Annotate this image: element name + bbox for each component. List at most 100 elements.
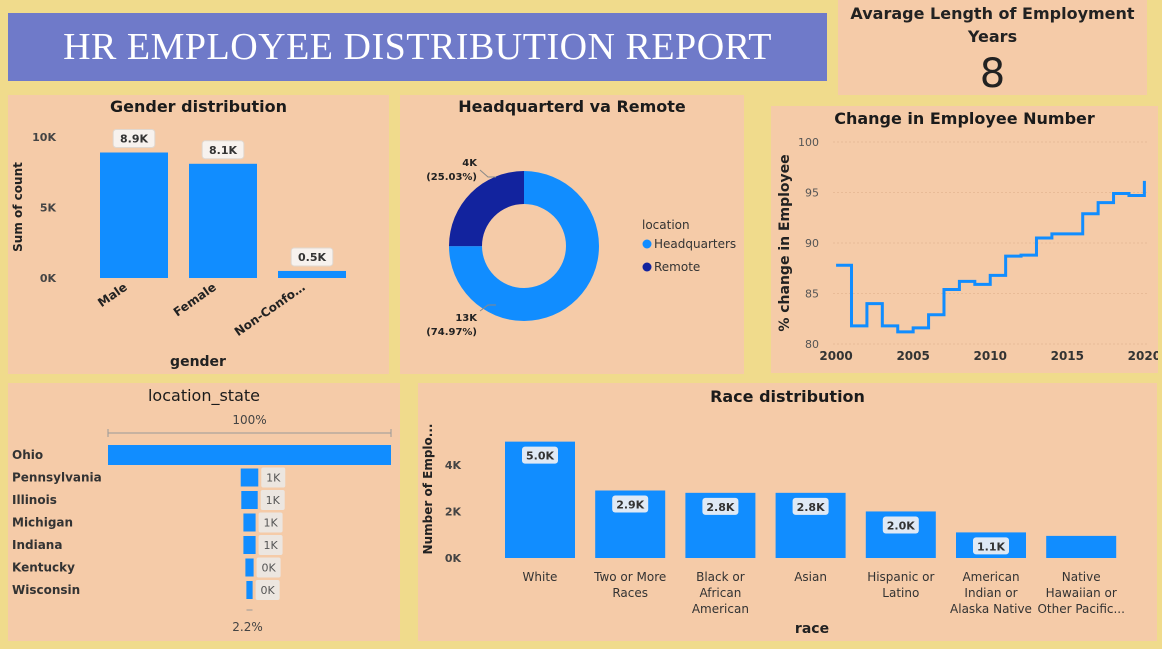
x-tick-label: White bbox=[523, 570, 558, 584]
kpi-label: Avarage Length of Employment Years bbox=[850, 4, 1135, 46]
data-label: 8.9K bbox=[120, 133, 148, 146]
donut-slice bbox=[449, 171, 599, 321]
category-label: Wisconsin bbox=[12, 583, 80, 597]
data-label-bg bbox=[112, 129, 156, 149]
data-label: 1K bbox=[266, 494, 281, 507]
chart-title: Headquarterd va Remote bbox=[458, 97, 686, 116]
data-label: 1K bbox=[263, 517, 278, 530]
data-label: (25.03%) bbox=[426, 172, 477, 183]
data-label: 2.9K bbox=[616, 499, 644, 512]
data-label-bg bbox=[260, 490, 285, 510]
data-label: (74.97%) bbox=[426, 327, 477, 338]
gender-chart-panel[interactable]: Gender distribution 0K 5K 10K 8.9K Male 8.1K F… bbox=[8, 95, 389, 374]
data-label: 8.1K bbox=[209, 144, 237, 157]
percent-label-bottom: 2.2% bbox=[232, 620, 263, 634]
category-label: Ohio bbox=[12, 448, 43, 462]
y-tick-label: 4K bbox=[445, 459, 462, 472]
x-axis-title: gender bbox=[170, 354, 226, 370]
data-label: 5.0K bbox=[526, 450, 554, 463]
y-axis-title: Sum of count bbox=[11, 162, 25, 252]
x-tick-label: Hispanic or bbox=[867, 570, 934, 584]
y-tick-label: 10K bbox=[32, 131, 56, 144]
data-label-bg bbox=[973, 537, 1009, 555]
leader-line bbox=[479, 169, 496, 178]
y-tick-label: 100 bbox=[798, 136, 819, 149]
x-axis-title: race bbox=[795, 621, 829, 637]
x-tick-label: Non-Confo… bbox=[232, 280, 308, 339]
funnel-bar bbox=[245, 558, 254, 577]
data-label-bg bbox=[522, 446, 558, 464]
category-label: Pennsylvania bbox=[12, 471, 102, 485]
y-tick-label: 80 bbox=[805, 338, 819, 351]
kpi-card[interactable]: Avarage Length of Employment Years 8 bbox=[838, 0, 1147, 97]
race-chart-panel[interactable]: Race distribution 0K 2K 4K 5.0K White 2.9K Two… bbox=[418, 383, 1157, 641]
bar bbox=[100, 152, 168, 278]
y-tick-label: 95 bbox=[805, 187, 819, 200]
race-chart: 0K 2K 4K 5.0K White 2.9K Two or More Races 2.8K B… bbox=[421, 424, 1125, 637]
x-tick-label: Hawaiian or bbox=[1046, 586, 1117, 600]
series-line bbox=[836, 180, 1146, 334]
state-funnel-chart: 100% Ohio Pennsylvania 1K Illinois 1K Michigan… bbox=[12, 413, 392, 634]
funnel-bar bbox=[108, 445, 391, 465]
location-donut-chart: 4K (25.03%) 13K (74.97%) location Headquarter… bbox=[426, 158, 736, 338]
data-label: 4K bbox=[462, 158, 478, 169]
x-tick-label: 2010 bbox=[974, 349, 1007, 363]
data-label-bg bbox=[258, 512, 283, 533]
x-tick-label: Asian bbox=[794, 570, 827, 584]
data-label: 1K bbox=[263, 539, 278, 552]
x-tick-label: Alaska Native bbox=[950, 602, 1032, 616]
x-tick-label: 2020 bbox=[1128, 349, 1158, 363]
chart-title: Change in Employee Number bbox=[834, 109, 1095, 128]
state-chart-panel[interactable]: location_state 100% Ohio Pennsylvania 1K Ill… bbox=[8, 383, 400, 641]
data-label-bg bbox=[882, 516, 919, 534]
legend-marker bbox=[642, 262, 652, 272]
y-tick-label: 0K bbox=[40, 272, 57, 285]
x-tick-label: Latino bbox=[882, 586, 919, 600]
bar bbox=[189, 163, 257, 278]
data-label: 2.8K bbox=[706, 501, 734, 514]
x-tick-label: Native bbox=[1062, 570, 1101, 584]
data-label: 0K bbox=[261, 584, 276, 597]
x-tick-label: Races bbox=[612, 586, 648, 600]
y-tick-label: 0K bbox=[445, 552, 462, 565]
bar bbox=[1046, 535, 1117, 558]
bar bbox=[278, 270, 346, 278]
data-label-bg bbox=[261, 467, 286, 488]
y-tick-label: 85 bbox=[805, 288, 819, 301]
category-label: Michigan bbox=[12, 516, 73, 530]
data-label-bg bbox=[702, 497, 739, 515]
data-label-bg bbox=[255, 580, 280, 600]
y-tick-label: 2K bbox=[445, 505, 462, 518]
gender-chart: 0K 5K 10K 8.9K Male 8.1K Female 0.5K Non-Confo… g… bbox=[11, 129, 346, 370]
x-tick-label: American bbox=[692, 602, 749, 616]
report-title: HR EMPLOYEE DISTRIBUTION REPORT bbox=[63, 26, 772, 68]
x-tick-label: Black or bbox=[696, 570, 745, 584]
legend-marker bbox=[642, 239, 652, 249]
category-label: Illinois bbox=[12, 493, 57, 507]
funnel-bar bbox=[240, 468, 259, 487]
x-tick-label: Female bbox=[171, 280, 219, 319]
category-label: Indiana bbox=[12, 538, 62, 552]
location-chart-panel[interactable]: Headquarterd va Remote 4K (25.03%) 13K (74.… bbox=[400, 95, 744, 374]
funnel-bar bbox=[243, 513, 256, 532]
x-tick-label: Two or More bbox=[593, 570, 666, 584]
chart-title: location_state bbox=[147, 386, 260, 405]
data-label-bg bbox=[290, 247, 334, 267]
x-tick-label: Male bbox=[95, 280, 129, 310]
percent-label-top: 100% bbox=[232, 413, 266, 427]
data-label: 13K bbox=[455, 313, 478, 324]
data-label: 1K bbox=[266, 472, 281, 485]
employee-change-panel[interactable]: Change in Employee Number 80 85 90 95 100 200… bbox=[771, 106, 1158, 373]
chart-title: Race distribution bbox=[710, 387, 865, 406]
report-title-banner: HR EMPLOYEE DISTRIBUTION REPORT bbox=[8, 13, 827, 81]
x-tick-label: 2015 bbox=[1051, 349, 1084, 363]
data-label: 2.8K bbox=[797, 501, 825, 514]
data-label-bg bbox=[612, 495, 649, 513]
x-tick-label: American bbox=[962, 570, 1019, 584]
data-label: 2.0K bbox=[887, 519, 915, 532]
kpi-value: 8 bbox=[979, 51, 1006, 97]
legend-label: Headquarters bbox=[654, 237, 736, 251]
data-label-bg bbox=[256, 557, 281, 578]
x-tick-label: Other Pacific... bbox=[1037, 602, 1124, 616]
y-tick-label: 90 bbox=[805, 237, 819, 250]
